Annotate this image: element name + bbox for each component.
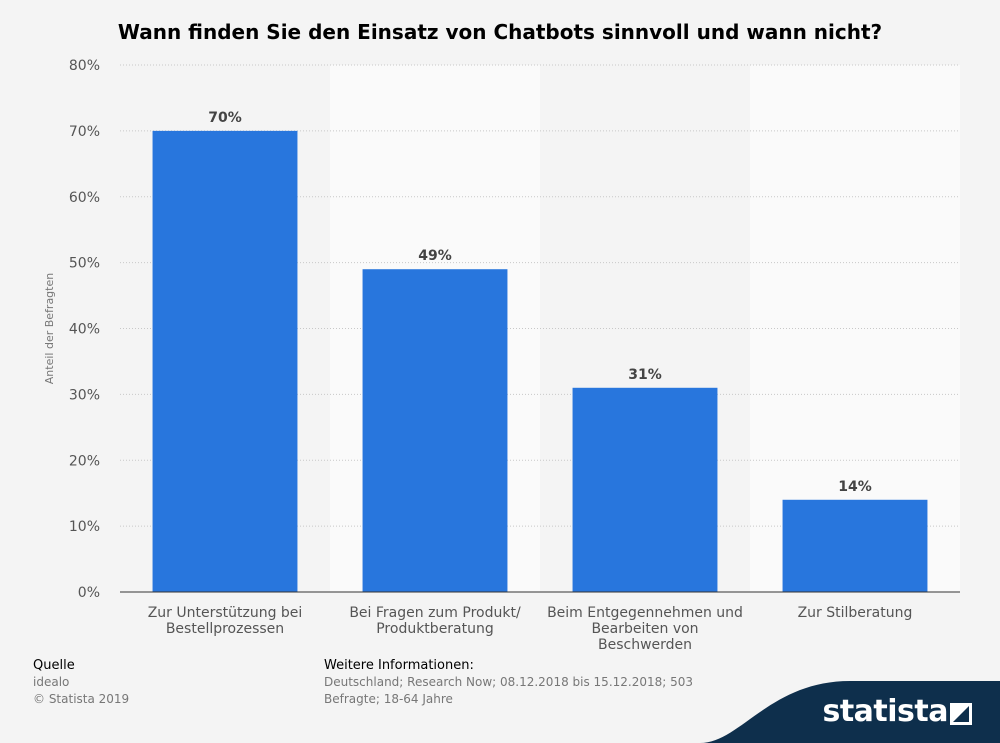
x-tick-label: Beim Entgegennehmen und Bearbeiten von Bes… [547, 605, 743, 653]
data-label: 70% [208, 110, 242, 126]
x-tick-label: Zur Unterstützung bei Bestellprozessen [148, 605, 303, 637]
source-heading: Quelle [33, 658, 75, 673]
info-line-2: Befragte; 18-64 Jahre [324, 692, 453, 706]
info-line-1: Deutschland; Research Now; 08.12.2018 bi… [324, 675, 694, 689]
data-label: 49% [418, 248, 452, 264]
bar [152, 130, 298, 592]
bar [572, 387, 718, 592]
bar [362, 269, 508, 592]
data-label: 14% [838, 479, 872, 495]
y-tick-label: 80% [69, 58, 100, 74]
x-tick-label: Bei Fragen zum Produkt/Produktberatung [349, 605, 521, 637]
data-label: 31% [628, 367, 662, 383]
source-name: idealo [33, 675, 70, 689]
chart-title: Wann finden Sie den Einsatz von Chatbots… [117, 20, 883, 44]
y-axis-label: Anteil der Befragten [43, 273, 56, 384]
brand-name: statista [822, 694, 948, 729]
bar [782, 499, 928, 592]
y-tick-label: 0% [78, 585, 100, 601]
copyright: © Statista 2019 [33, 692, 130, 706]
y-tick-label: 60% [69, 190, 100, 206]
y-tick-label: 30% [69, 387, 100, 403]
y-tick-label: 20% [69, 453, 100, 469]
statista-logo[interactable]: statista [700, 673, 1000, 743]
info-block: Weitere Informationen: Deutschland; Rese… [324, 657, 693, 708]
x-tick-label: Zur Stilberatung [798, 605, 913, 621]
y-tick-label: 50% [69, 256, 100, 272]
info-heading: Weitere Informationen: [324, 658, 474, 673]
y-tick-label: 10% [69, 519, 100, 535]
source-block: Quelle idealo © Statista 2019 [33, 657, 129, 708]
y-tick-label: 40% [69, 322, 100, 338]
y-tick-label: 70% [69, 124, 100, 140]
statista-mark-icon [950, 703, 972, 725]
logo-wave-shape [700, 681, 1000, 743]
